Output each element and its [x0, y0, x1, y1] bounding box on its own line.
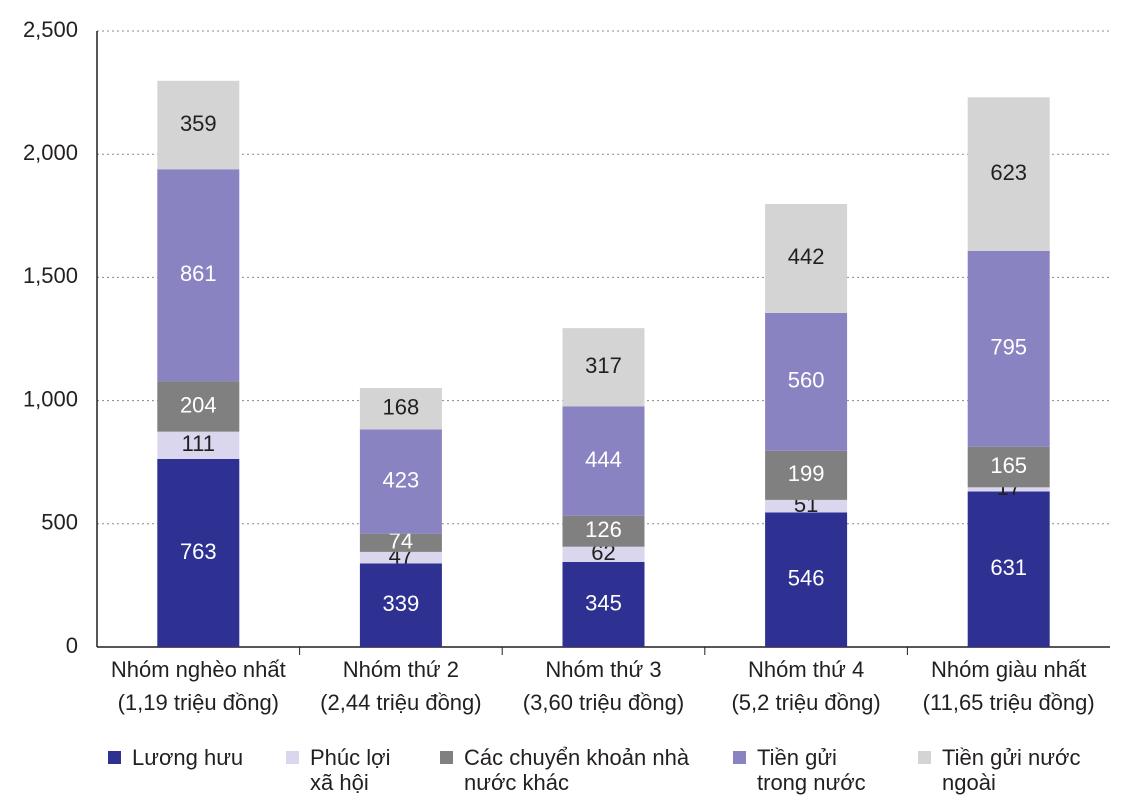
legend-label: Tiền gửi nước ngoài	[942, 745, 1081, 795]
y-tick-label: 2,000	[23, 140, 78, 165]
x-tick-label: (1,19 triệu đồng)	[118, 690, 279, 715]
data-label: 423	[383, 467, 420, 492]
bar-segment	[562, 546, 645, 562]
x-tick-label: (2,44 triệu đồng)	[320, 690, 481, 715]
bar-segment	[562, 406, 645, 516]
legend-item: Tiền gửi nước ngoài	[918, 745, 1088, 795]
bar-segment	[562, 328, 645, 407]
data-label: 795	[990, 335, 1027, 360]
bar-segment	[359, 551, 442, 564]
bar-segment	[562, 515, 645, 547]
bar-segment	[359, 533, 442, 552]
bar-segment	[359, 429, 442, 534]
x-tick-label: (11,65 triệu đồng)	[923, 690, 1095, 715]
data-label: 359	[180, 111, 217, 136]
data-label: 560	[788, 368, 825, 393]
bar-segment	[359, 563, 442, 647]
y-tick-label: 1,500	[23, 263, 78, 288]
legend-item: Tiền gửi trong nước	[733, 745, 883, 795]
x-tick-label: (3,60 triệu đồng)	[523, 690, 684, 715]
y-tick-label: 500	[41, 510, 78, 535]
legend-swatch	[286, 751, 299, 764]
x-tick-label: Nhóm nghèo nhất	[111, 657, 286, 682]
legend-label: Tiền gửi trong nước	[757, 745, 866, 795]
bar-segment	[967, 446, 1050, 488]
data-label: 623	[990, 160, 1027, 185]
data-label: 444	[585, 447, 622, 472]
data-label: 204	[180, 392, 217, 417]
legend-label: Các chuyển khoản nhà nước khác	[464, 745, 690, 795]
data-label: 126	[585, 517, 622, 542]
bar-segment	[765, 450, 848, 500]
y-tick-label: 2,500	[23, 17, 78, 42]
bar-segment	[765, 203, 848, 313]
bar-segment	[157, 169, 240, 382]
bar-segment	[562, 561, 645, 647]
legend-swatch	[918, 751, 931, 764]
data-label: 763	[180, 539, 217, 564]
bar-segment	[157, 381, 240, 432]
legend-item: Phúc lợi xã hội	[286, 745, 416, 795]
data-label: 199	[788, 461, 825, 486]
data-label: 442	[788, 244, 825, 269]
bar-segment	[359, 388, 442, 430]
data-label: 339	[383, 591, 420, 616]
bar-segment	[967, 487, 1050, 492]
legend-item: Các chuyển khoản nhà nước khác	[440, 745, 700, 795]
data-label: 861	[180, 261, 217, 286]
bar-segment	[765, 512, 848, 647]
y-tick-label: 0	[66, 633, 78, 658]
legend-swatch	[733, 751, 746, 764]
bar-segment	[765, 312, 848, 451]
data-label: 111	[182, 431, 215, 456]
data-label: 345	[585, 590, 622, 615]
legend-swatch	[440, 751, 453, 764]
bar-segment	[967, 491, 1050, 647]
x-tick-label: Nhóm giàu nhất	[931, 657, 1086, 682]
y-tick-label: 1,000	[23, 386, 78, 411]
x-tick-label: Nhóm thứ 3	[545, 657, 661, 682]
bar-segment	[967, 250, 1050, 447]
chart: 0 500 1,000 1,500 2,000 2,500 Nhóm nghèo nhất (…	[23, 17, 1110, 715]
x-tick-label: Nhóm thứ 2	[343, 657, 459, 682]
bar-segment	[157, 80, 240, 170]
data-label: 631	[990, 555, 1027, 580]
legend-item: Lương hưu	[108, 745, 268, 770]
x-tick-label: Nhóm thứ 4	[748, 657, 864, 682]
data-label: 317	[585, 353, 622, 378]
legend-label: Lương hưu	[132, 745, 244, 770]
legend-swatch	[108, 751, 121, 764]
bar-segment	[765, 499, 848, 513]
legend-label: Phúc lợi xã hội	[310, 745, 391, 795]
data-label: 168	[383, 395, 420, 420]
data-label: 165	[990, 453, 1027, 478]
bar-segment	[967, 97, 1050, 251]
data-label: 546	[788, 566, 825, 591]
bar-segment	[157, 458, 240, 647]
x-tick-label: (5,2 triệu đồng)	[731, 690, 880, 715]
bar-segment	[157, 431, 240, 459]
